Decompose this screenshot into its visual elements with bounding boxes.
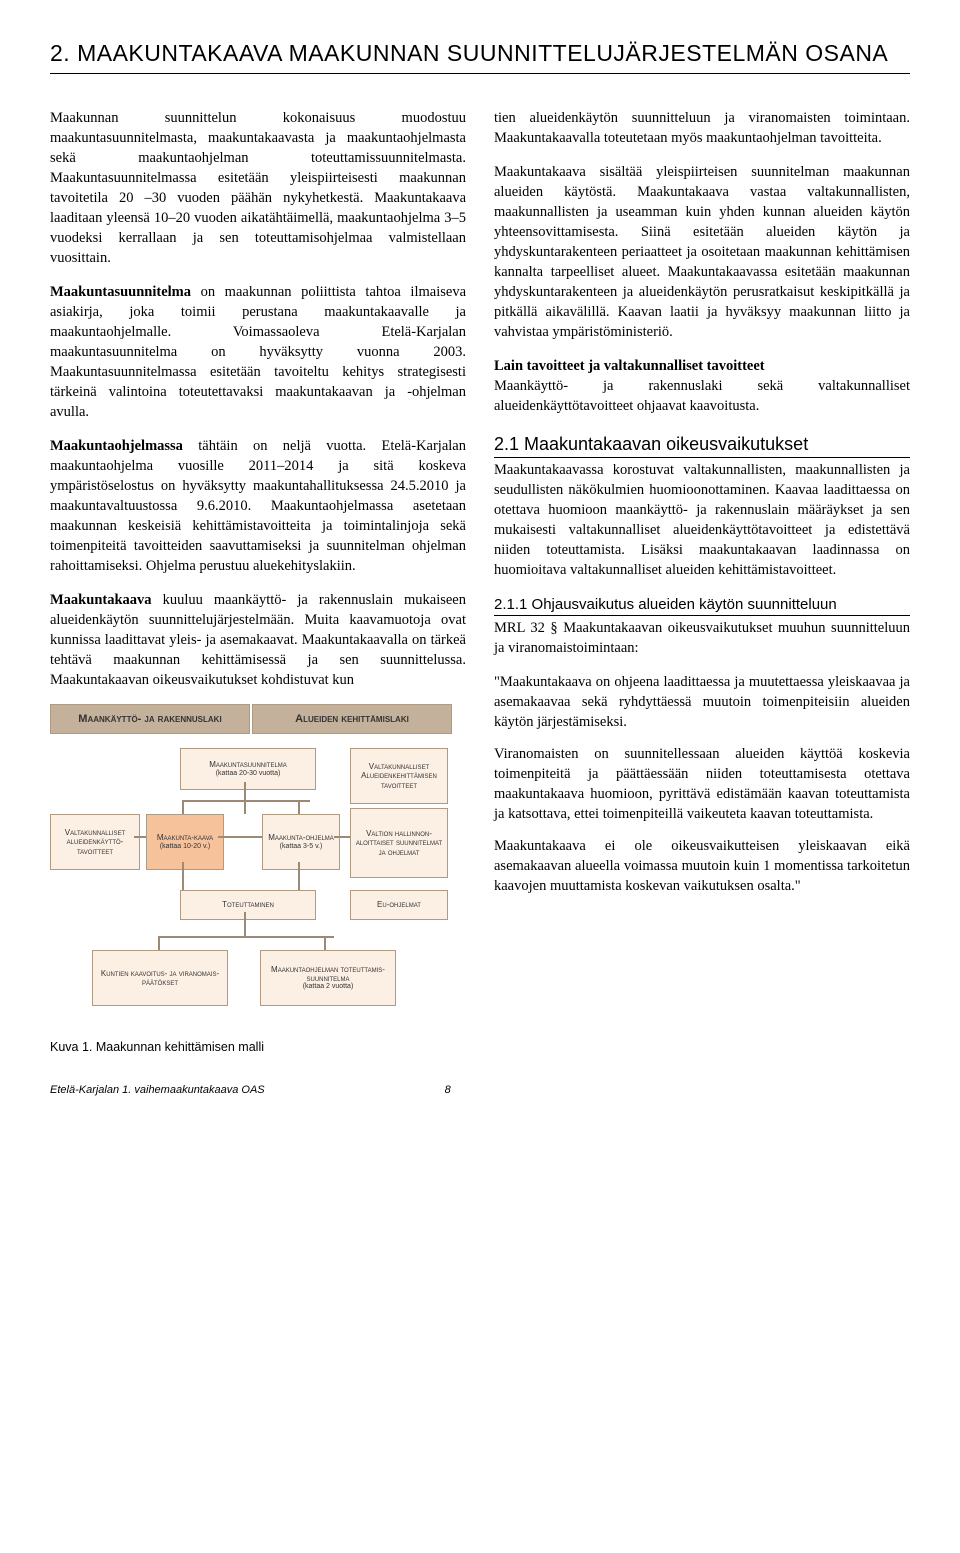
paragraph: Maakuntasuunnitelma on maakunnan poliitt… (50, 282, 466, 422)
diagram-connector (298, 800, 300, 814)
diagram-connector (244, 782, 246, 814)
diagram-box-maakuntasuunnitelma: Maakuntasuunnitelma (kattaa 20-30 vuotta… (180, 748, 316, 790)
diagram-box-mots: Maakuntaohjelman toteuttamis-suunnitelma… (260, 950, 396, 1006)
figure-caption: Kuva 1. Maakunnan kehittämisen malli (50, 1040, 466, 1054)
paragraph: Lain tavoitteet ja valtakunnalliset tavo… (494, 356, 910, 416)
box-sub: (kattaa 2 vuotta) (263, 983, 393, 991)
box-label: Maakunta-kaava (149, 833, 221, 842)
diagram-connector (182, 862, 184, 890)
box-sub: (kattaa 3-5 v.) (265, 843, 337, 851)
diagram-connector (158, 936, 334, 938)
diagram-connector (158, 936, 160, 950)
lead-word: Maakuntasuunnitelma (50, 284, 191, 300)
page-root: 2. MAAKUNTAKAAVA MAAKUNNAN SUUNNITTELUJÄ… (0, 0, 960, 1126)
lead-word: Lain tavoitteet ja valtakunnalliset tavo… (494, 358, 765, 374)
heading-2: 2.1 Maakuntakaavan oikeusvaikutukset (494, 434, 910, 458)
diagram-connector (334, 836, 350, 838)
page-footer: Etelä-Karjalan 1. vaihemaakuntakaava OAS… (50, 1084, 910, 1096)
diagram-connector (182, 800, 184, 814)
diagram-figure: Maankäyttö- ja rakennuslaki Alueiden keh… (50, 704, 450, 1034)
lead-word: Maakuntakaava (50, 592, 152, 608)
diagram-header-right: Alueiden kehittämislaki (252, 704, 452, 734)
paragraph: Maakuntakaava kuuluu maankäyttö- ja rake… (50, 590, 466, 690)
diagram-connector (244, 912, 246, 936)
quote-paragraph: Maakuntakaava ei ole oikeusvaikutteisen … (494, 836, 910, 896)
paragraph: Maakuntakaavassa korostuvat valtakunnall… (494, 460, 910, 580)
paragraph-body: tähtäin on neljä vuotta. Etelä-Karjalan … (50, 438, 466, 574)
paragraph-body: on maakunnan poliittista tahtoa ilmaisev… (50, 284, 466, 420)
diagram-connector (324, 936, 326, 950)
paragraph: MRL 32 § Maakuntakaavan oikeusvaikutukse… (494, 618, 910, 658)
diagram-box-eu-ohjelmat: Eu-ohjelmat (350, 890, 448, 920)
lead-word: Maakuntaohjelmassa (50, 438, 183, 454)
quote-paragraph: Viranomaisten on suunnitellessaan alueid… (494, 744, 910, 824)
diagram-box-vat: Valtakunnalliset alueidenkäyttö-tavoitte… (50, 814, 140, 870)
paragraph: tien alueidenkäytön suunnitteluun ja vir… (494, 108, 910, 148)
diagram-box-valt-kehitt: Valtakunnalliset Alueidenkehittämisen ta… (350, 748, 448, 804)
two-column-layout: Maakunnan suunnittelun kokonaisuus muodo… (50, 108, 910, 1054)
diagram-box-valtion-hallinnon: Valtion hallinnon-aloittaiset suunnitelm… (350, 808, 448, 878)
box-label: Maakuntaohjelman toteuttamis-suunnitelma (263, 965, 393, 983)
heading-3: 2.1.1 Ohjausvaikutus alueiden käytön suu… (494, 596, 910, 616)
box-label: Maakunta-ohjelma (265, 833, 337, 842)
box-sub: (kattaa 20-30 vuotta) (183, 770, 313, 778)
diagram-connector (182, 800, 310, 802)
diagram-connector (298, 862, 300, 890)
quote-paragraph: "Maakuntakaava on ohjeena laadittaessa j… (494, 672, 910, 732)
footer-doc-title: Etelä-Karjalan 1. vaihemaakuntakaava OAS (50, 1084, 265, 1096)
box-label: Maakuntasuunnitelma (183, 760, 313, 769)
chapter-title: 2. MAAKUNTAKAAVA MAAKUNNAN SUUNNITTELUJÄ… (50, 40, 910, 67)
paragraph-body: Maankäyttö- ja rakennuslaki sekä valtaku… (494, 378, 910, 414)
diagram-box-maakuntakaava: Maakunta-kaava (kattaa 10-20 v.) (146, 814, 224, 870)
paragraph: Maakuntaohjelmassa tähtäin on neljä vuot… (50, 436, 466, 576)
box-sub: (kattaa 10-20 v.) (149, 843, 221, 851)
diagram-box-toteuttaminen: Toteuttaminen (180, 890, 316, 920)
diagram-box-maakuntaohjelma: Maakunta-ohjelma (kattaa 3-5 v.) (262, 814, 340, 870)
paragraph: Maakuntakaava sisältää yleispiirteisen s… (494, 162, 910, 342)
title-underline (50, 73, 910, 74)
diagram-header-left: Maankäyttö- ja rakennuslaki (50, 704, 250, 734)
diagram-box-kuntien: Kuntien kaavoitus- ja viranomais-päätöks… (92, 950, 228, 1006)
footer-page-number: 8 (445, 1084, 451, 1096)
diagram-connector (218, 836, 262, 838)
column-left: Maakunnan suunnittelun kokonaisuus muodo… (50, 108, 466, 1054)
diagram-connector (134, 836, 146, 838)
column-right: tien alueidenkäytön suunnitteluun ja vir… (494, 108, 910, 1054)
paragraph: Maakunnan suunnittelun kokonaisuus muodo… (50, 108, 466, 268)
